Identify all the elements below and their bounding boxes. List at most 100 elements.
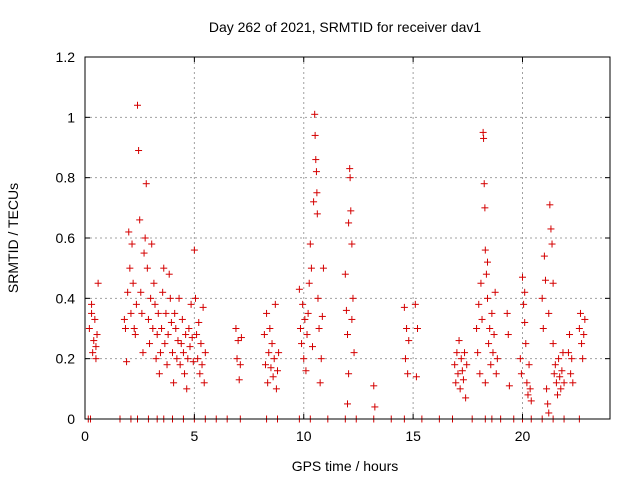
data-point bbox=[179, 349, 187, 357]
data-point bbox=[199, 303, 207, 311]
data-point bbox=[492, 370, 500, 378]
data-point bbox=[176, 361, 184, 369]
data-point bbox=[140, 249, 148, 257]
data-point bbox=[143, 264, 151, 272]
y-tick-label: 0.4 bbox=[56, 290, 76, 306]
data-point bbox=[548, 240, 556, 248]
data-point bbox=[463, 361, 471, 369]
data-point bbox=[175, 294, 183, 302]
data-point bbox=[346, 165, 354, 173]
data-point bbox=[158, 325, 166, 332]
data-point bbox=[164, 331, 172, 339]
data-point bbox=[274, 367, 281, 375]
data-point bbox=[134, 101, 141, 109]
y-tick-label: 1.2 bbox=[56, 49, 76, 65]
data-point bbox=[302, 367, 310, 375]
data-point bbox=[275, 349, 283, 357]
data-point bbox=[370, 382, 378, 390]
data-point bbox=[189, 358, 197, 366]
data-point bbox=[266, 325, 274, 332]
data-point bbox=[319, 264, 327, 272]
data-point bbox=[152, 355, 160, 363]
data-point bbox=[93, 331, 101, 339]
data-point bbox=[452, 379, 460, 387]
data-point bbox=[154, 309, 162, 317]
data-point bbox=[151, 300, 159, 308]
data-point bbox=[349, 294, 357, 302]
data-point bbox=[526, 385, 534, 393]
data-point bbox=[560, 379, 568, 387]
y-tick-label: 1 bbox=[67, 109, 75, 125]
data-point bbox=[196, 370, 204, 378]
data-point bbox=[316, 379, 324, 387]
data-point bbox=[551, 361, 559, 369]
data-point bbox=[232, 325, 240, 332]
data-point bbox=[525, 361, 533, 369]
data-point bbox=[490, 331, 498, 339]
data-point bbox=[181, 370, 189, 378]
data-point bbox=[270, 355, 278, 363]
data-point bbox=[124, 288, 132, 296]
data-point bbox=[350, 349, 358, 357]
data-point bbox=[461, 349, 469, 357]
data-point bbox=[162, 309, 170, 317]
x-tick-label: 15 bbox=[405, 428, 421, 444]
data-point bbox=[165, 270, 173, 278]
data-point bbox=[476, 370, 484, 378]
data-point bbox=[194, 355, 202, 363]
x-tick-label: 20 bbox=[515, 428, 531, 444]
data-point bbox=[186, 343, 194, 351]
data-point bbox=[183, 385, 191, 393]
data-point bbox=[344, 400, 351, 408]
data-point bbox=[201, 349, 209, 357]
data-point bbox=[547, 225, 555, 233]
data-point bbox=[516, 355, 524, 363]
data-point bbox=[521, 288, 529, 296]
data-point bbox=[148, 240, 156, 248]
data-point bbox=[126, 264, 134, 272]
data-point bbox=[177, 340, 185, 348]
data-point bbox=[236, 361, 244, 369]
data-points bbox=[84, 101, 589, 423]
data-point bbox=[312, 168, 320, 176]
data-point bbox=[488, 309, 496, 317]
data-point bbox=[457, 355, 465, 363]
data-point bbox=[94, 279, 102, 287]
data-point bbox=[197, 340, 205, 348]
data-point bbox=[543, 385, 551, 393]
x-tick-label: 10 bbox=[296, 428, 312, 444]
data-point bbox=[481, 246, 489, 254]
data-point bbox=[127, 309, 135, 317]
data-point bbox=[169, 349, 176, 357]
data-point bbox=[170, 379, 178, 387]
data-point bbox=[550, 370, 558, 378]
data-point bbox=[451, 361, 459, 369]
data-point bbox=[520, 300, 528, 308]
data-point bbox=[135, 147, 143, 155]
data-point bbox=[300, 355, 308, 363]
data-point bbox=[411, 300, 419, 308]
data-point bbox=[348, 315, 356, 323]
data-point bbox=[155, 370, 163, 378]
data-point bbox=[123, 358, 131, 366]
data-point bbox=[456, 385, 464, 393]
data-point bbox=[312, 156, 320, 164]
data-point bbox=[482, 270, 490, 278]
data-point bbox=[580, 331, 588, 339]
data-point bbox=[200, 379, 208, 387]
data-point bbox=[474, 349, 482, 357]
data-point bbox=[141, 234, 149, 242]
data-point bbox=[130, 325, 138, 332]
data-point bbox=[484, 258, 491, 266]
data-point bbox=[267, 364, 275, 372]
data-point bbox=[345, 370, 353, 378]
data-point bbox=[541, 276, 549, 284]
data-point bbox=[484, 294, 491, 302]
data-point bbox=[195, 318, 203, 326]
data-point bbox=[178, 315, 186, 323]
data-point bbox=[89, 349, 97, 357]
data-point bbox=[160, 264, 168, 272]
data-point bbox=[481, 204, 489, 212]
data-point bbox=[400, 303, 408, 311]
data-point bbox=[234, 337, 242, 345]
